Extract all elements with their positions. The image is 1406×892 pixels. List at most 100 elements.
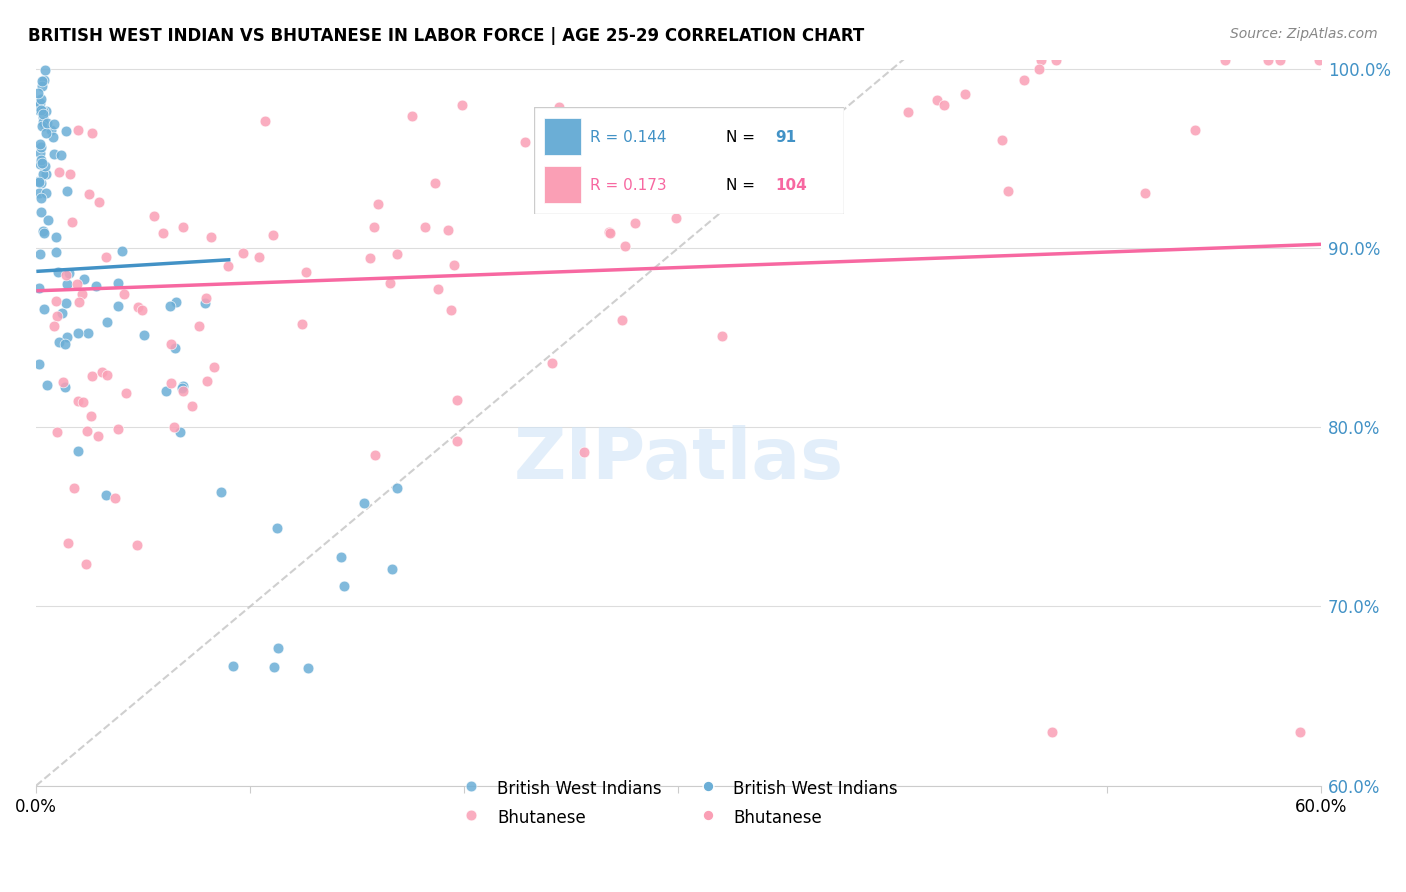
British West Indians — [67, 326, 90, 341]
British West Indians — [37, 116, 59, 130]
British West Indians — [169, 425, 191, 439]
Bhutanese — [450, 98, 472, 112]
Bhutanese — [55, 268, 77, 282]
Bhutanese — [72, 287, 94, 301]
Bhutanese — [107, 422, 129, 436]
British West Indians — [34, 72, 56, 87]
Bhutanese — [152, 226, 174, 240]
Bhutanese — [363, 219, 385, 234]
British West Indians — [132, 327, 155, 342]
Bhutanese — [127, 538, 149, 552]
Bhutanese — [1184, 122, 1206, 136]
Bhutanese — [253, 114, 276, 128]
British West Indians — [34, 159, 56, 173]
British West Indians — [32, 224, 55, 238]
Bar — [544, 118, 581, 155]
British West Indians — [31, 73, 53, 87]
Bhutanese — [623, 216, 645, 230]
Text: R = 0.173: R = 0.173 — [591, 178, 666, 193]
Bhutanese — [1028, 62, 1050, 76]
Bhutanese — [44, 319, 66, 334]
Bhutanese — [75, 558, 97, 572]
Bhutanese — [87, 429, 110, 443]
British West Indians — [45, 229, 67, 244]
Bhutanese — [60, 215, 83, 229]
Bhutanese — [96, 368, 118, 382]
British West Indians — [30, 92, 52, 106]
Bhutanese — [59, 167, 82, 181]
Bhutanese — [294, 265, 316, 279]
Bhutanese — [427, 282, 450, 296]
Bhutanese — [1288, 725, 1310, 739]
British West Indians — [165, 295, 187, 310]
Bhutanese — [541, 147, 564, 161]
Bhutanese — [401, 109, 423, 123]
Bhutanese — [172, 384, 194, 399]
Bhutanese — [711, 195, 734, 210]
British West Indians — [37, 377, 59, 392]
British West Indians — [266, 521, 288, 535]
Bhutanese — [610, 313, 633, 327]
British West Indians — [30, 103, 52, 118]
British West Indians — [42, 130, 65, 145]
British West Indians — [53, 380, 76, 394]
Bhutanese — [711, 328, 734, 343]
British West Indians — [194, 295, 217, 310]
Text: Source: ZipAtlas.com: Source: ZipAtlas.com — [1230, 27, 1378, 41]
British West Indians — [34, 186, 56, 201]
Bhutanese — [359, 251, 381, 265]
Bhutanese — [67, 295, 90, 310]
British West Indians — [30, 153, 52, 168]
Bhutanese — [548, 100, 571, 114]
Bhutanese — [79, 186, 101, 201]
Text: 91: 91 — [776, 129, 797, 145]
British West Indians — [263, 659, 285, 673]
Bhutanese — [195, 374, 218, 388]
British West Indians — [53, 337, 76, 351]
British West Indians — [329, 549, 352, 564]
Bhutanese — [232, 246, 254, 260]
Bhutanese — [112, 286, 135, 301]
British West Indians — [32, 110, 55, 124]
Bhutanese — [217, 260, 239, 274]
British West Indians — [28, 357, 51, 371]
Bhutanese — [731, 155, 754, 169]
British West Indians — [165, 341, 187, 355]
Bhutanese — [115, 385, 138, 400]
British West Indians — [35, 126, 58, 140]
Bhutanese — [934, 98, 956, 112]
Bhutanese — [188, 318, 211, 333]
British West Indians — [297, 661, 319, 675]
British West Indians — [37, 213, 59, 227]
Bhutanese — [614, 239, 637, 253]
British West Indians — [32, 114, 55, 128]
Bhutanese — [1133, 186, 1156, 200]
British West Indians — [42, 116, 65, 130]
Bhutanese — [87, 194, 110, 209]
Bhutanese — [58, 535, 80, 549]
British West Indians — [30, 177, 52, 191]
Bhutanese — [163, 420, 186, 434]
Bhutanese — [1040, 725, 1063, 739]
Text: BRITISH WEST INDIAN VS BHUTANESE IN LABOR FORCE | AGE 25-29 CORRELATION CHART: BRITISH WEST INDIAN VS BHUTANESE IN LABO… — [28, 27, 865, 45]
Bhutanese — [515, 135, 537, 149]
Bhutanese — [291, 317, 314, 331]
British West Indians — [32, 226, 55, 240]
Bhutanese — [200, 230, 222, 244]
Bhutanese — [127, 300, 149, 314]
Bhutanese — [897, 104, 920, 119]
British West Indians — [28, 157, 51, 171]
British West Indians — [107, 300, 129, 314]
British West Indians — [31, 119, 53, 133]
British West Indians — [55, 124, 77, 138]
Bhutanese — [953, 87, 976, 102]
British West Indians — [30, 140, 52, 154]
Bhutanese — [96, 250, 118, 264]
British West Indians — [28, 174, 51, 188]
Bhutanese — [997, 184, 1019, 198]
Bhutanese — [1012, 73, 1035, 87]
Bhutanese — [665, 211, 688, 225]
Bhutanese — [52, 376, 75, 390]
British West Indians — [353, 496, 375, 510]
Bhutanese — [46, 425, 69, 439]
